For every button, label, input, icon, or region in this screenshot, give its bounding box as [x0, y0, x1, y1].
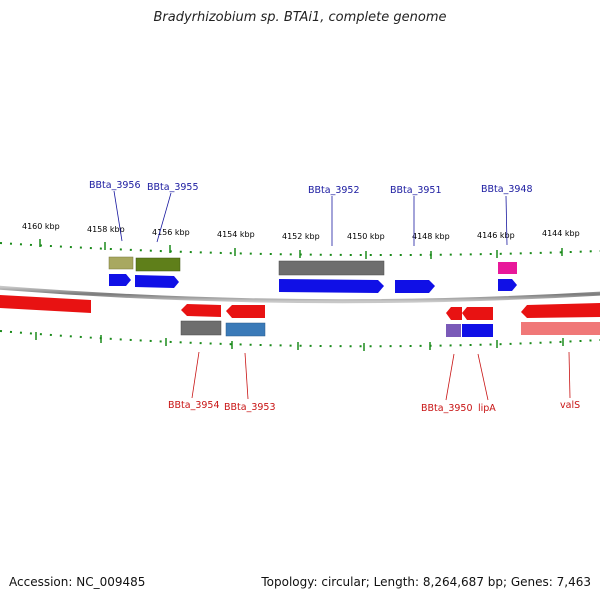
kbp-label: 4144 kbp [542, 229, 580, 238]
gene-arrow-red [462, 307, 493, 320]
gene-arrow-red [0, 295, 91, 313]
bottom-ruler-line [0, 330, 600, 348]
genome-backbone [0, 285, 600, 304]
top-leader-lines [113, 190, 508, 246]
genome-summary-text: Topology: circular; Length: 8,264,687 bp… [261, 575, 591, 589]
gene-arrow-red [521, 303, 600, 318]
gene-block-olive [108, 256, 134, 270]
gene-label-bottom: BBta_3954 [168, 400, 220, 411]
gene-block-gray [180, 320, 222, 336]
gene-block-purple [446, 324, 461, 337]
gene-arrow-blue [395, 280, 435, 293]
gene-arrow-red [226, 305, 265, 318]
reverse-genes [0, 295, 600, 337]
kbp-label: 4152 kbp [282, 232, 320, 241]
kbp-label: 4148 kbp [412, 232, 450, 241]
gene-label-top: BBta_3955 [147, 182, 199, 193]
gene-label-bottom: BBta_3950 [421, 403, 473, 414]
forward-genes [108, 256, 517, 293]
gene-block-pink [498, 262, 517, 274]
gene-arrow-blue [279, 279, 384, 293]
genome-title: Bradyrhizobium sp. BTAi1, complete genom… [153, 10, 447, 25]
gene-block-blue [462, 324, 493, 337]
kbp-label: 4154 kbp [217, 230, 255, 239]
kbp-label: 4150 kbp [347, 232, 385, 241]
bottom-major-ticks [35, 332, 564, 351]
gene-label-top: BBta_3948 [481, 184, 533, 195]
gene-block-gray [278, 260, 385, 276]
gene-arrow-blue [498, 279, 517, 291]
gene-label-bottom: BBta_3953 [224, 402, 276, 413]
gene-label-top: BBta_3951 [390, 185, 442, 196]
accession-text: Accession: NC_009485 [9, 575, 146, 589]
gene-arrow-blue [135, 275, 179, 288]
gene-label-bottom: valS [560, 400, 580, 411]
gene-arrow-blue [109, 274, 131, 286]
bottom-leader-lines [191, 351, 571, 401]
gene-block-green [135, 257, 181, 272]
kbp-label: 4158 kbp [87, 225, 125, 234]
top-major-ticks [39, 239, 563, 259]
gene-arrow-red [181, 304, 221, 317]
gene-label-bottom: lipA [478, 403, 496, 414]
gene-arrow-red [446, 307, 462, 320]
gene-block-steelblue [225, 322, 266, 337]
gene-label-top: BBta_3952 [308, 185, 360, 196]
gene-label-top: BBta_3956 [89, 180, 141, 191]
kbp-label: 4160 kbp [22, 222, 60, 231]
kbp-label: 4156 kbp [152, 228, 190, 237]
gene-block-salmon [521, 322, 600, 335]
kbp-label: 4146 kbp [477, 231, 515, 240]
